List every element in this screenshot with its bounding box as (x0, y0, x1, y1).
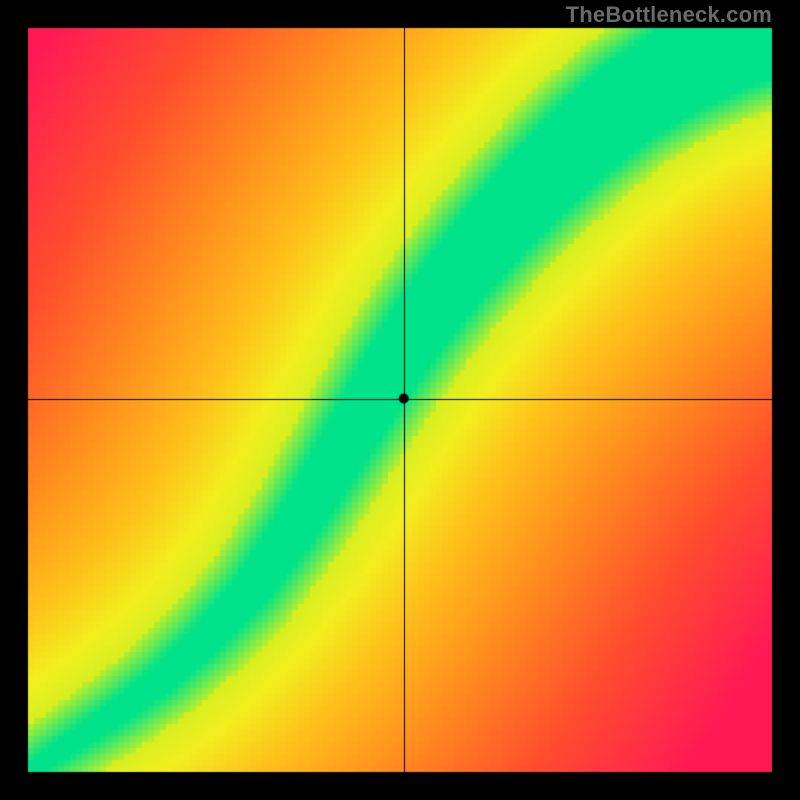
watermark-text: TheBottleneck.com (566, 2, 772, 28)
heatmap-canvas (0, 0, 800, 800)
chart-container: TheBottleneck.com (0, 0, 800, 800)
